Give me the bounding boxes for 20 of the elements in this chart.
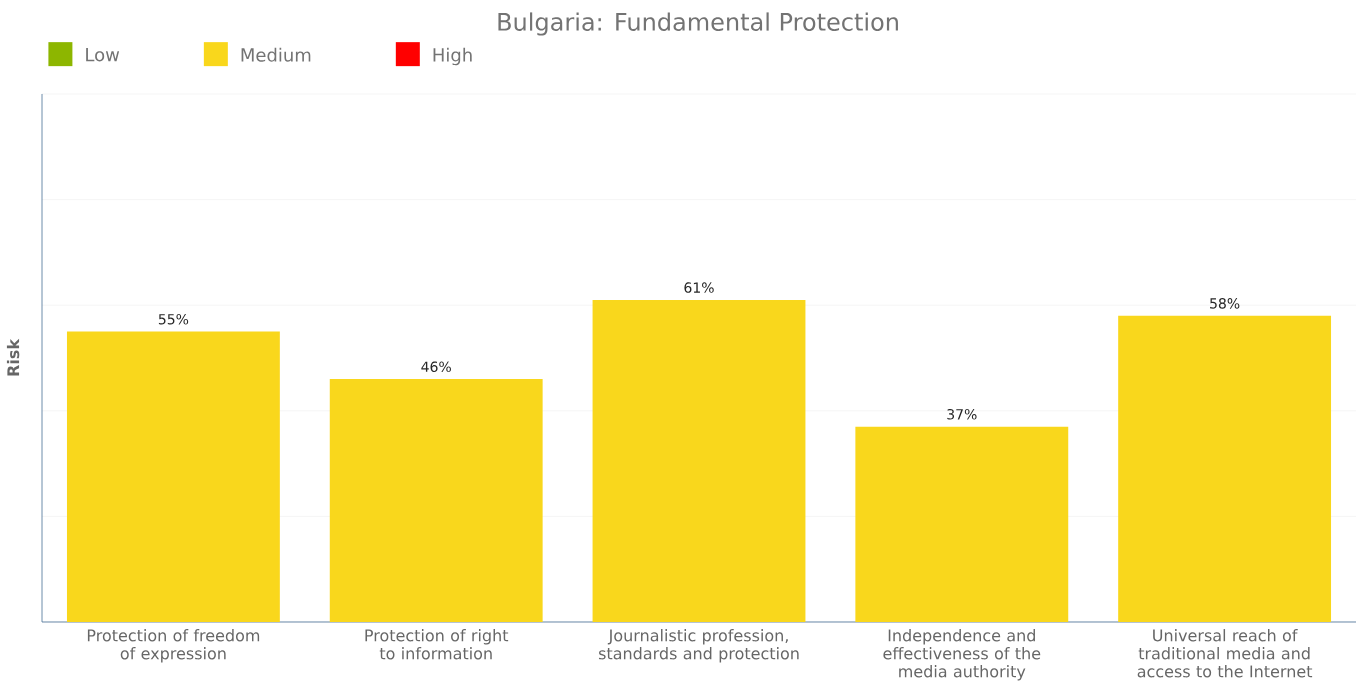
- legend-label: Medium: [241, 47, 311, 62]
- data-label: 61%: [684, 282, 714, 293]
- x-tick-label: Independence and effectiveness of the media authority: [883, 629, 1041, 681]
- bar: [1118, 315, 1332, 622]
- bar: [329, 379, 543, 622]
- x-tick-label: Universal reach of traditional media and access to the Internet: [1137, 629, 1313, 678]
- legend-label: Low: [86, 48, 120, 62]
- x-tick-label: Protection of right to information: [365, 629, 509, 660]
- bar: [66, 331, 280, 622]
- x-tick-label: Protection of freedom of expression: [87, 629, 260, 663]
- data-label: 37%: [947, 408, 977, 420]
- bar: [855, 426, 1069, 622]
- data-label: 58%: [1210, 298, 1240, 309]
- data-label: 55%: [158, 313, 189, 325]
- legend-label: High: [433, 47, 472, 66]
- chart-title: Bulgaria: Fundamental Protection: [498, 12, 898, 36]
- data-label: 46%: [421, 361, 451, 373]
- x-tick-label: Journalistic profession, standards and protection: [598, 629, 799, 663]
- bar: [592, 299, 806, 622]
- y-axis-title: Risk: [6, 338, 20, 376]
